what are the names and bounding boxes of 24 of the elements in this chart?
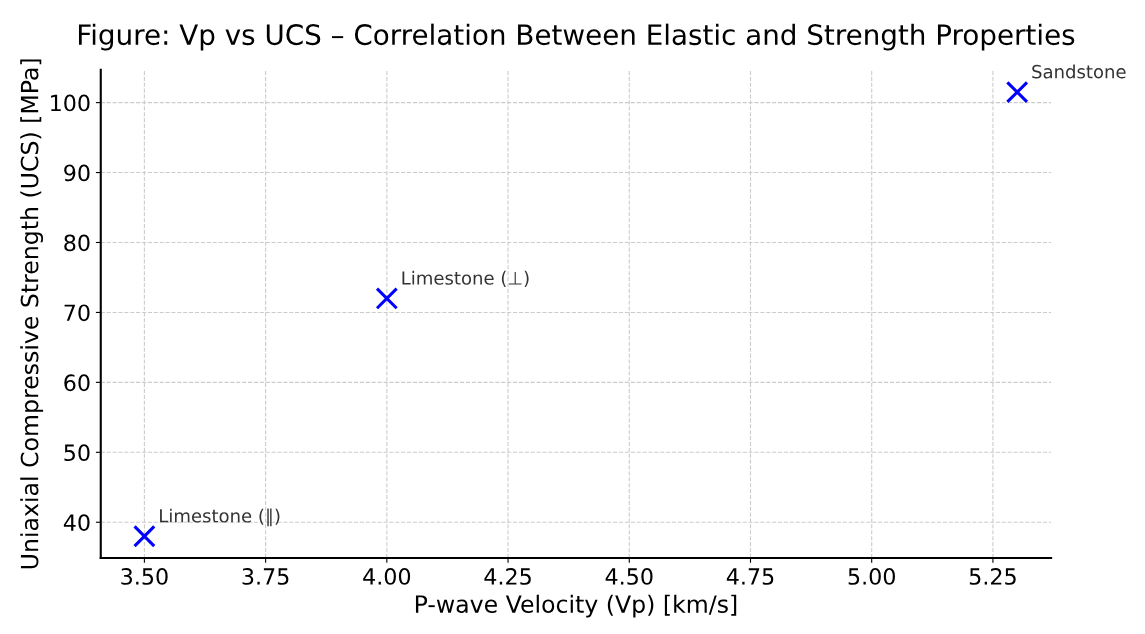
y-tick-label: 90	[64, 164, 90, 182]
point	[375, 287, 399, 310]
y-tick-label: 70	[64, 304, 90, 322]
x-tick-label: 5.25	[969, 568, 1016, 585]
point	[1005, 80, 1029, 104]
y-axis-title: Uniaxial Compressive Strength (UCS) [MPa]	[20, 59, 44, 569]
chart-title: Figure: Vp vs UCS – Correlation Between Elastic and Strength Properties	[78, 23, 1075, 51]
x-tick-label: 3.50	[121, 568, 168, 585]
x-tick-label: 5.00	[848, 568, 895, 585]
y-tick-label: 80	[64, 234, 90, 252]
annotation: Limestone (⊥)	[402, 270, 529, 287]
y-tick-label: 100	[51, 94, 90, 112]
y-tick-label: 50	[64, 444, 90, 462]
x-tick-label: 3.75	[242, 568, 289, 585]
x-tick-label: 4.00	[363, 568, 411, 585]
annotation: Limestone (∥)	[160, 508, 280, 527]
x-tick-label: 4.75	[726, 568, 774, 585]
x-tick-label: 4.25	[484, 568, 531, 585]
point	[133, 524, 156, 548]
x-tick-label: 4.50	[605, 568, 653, 585]
y-tick-label: 60	[64, 374, 90, 392]
x-axis-title: P-wave Velocity (Vp) [km/s]	[415, 594, 737, 618]
y-tick-label: 40	[63, 514, 90, 532]
annotation: Sandstone	[1032, 64, 1126, 79]
